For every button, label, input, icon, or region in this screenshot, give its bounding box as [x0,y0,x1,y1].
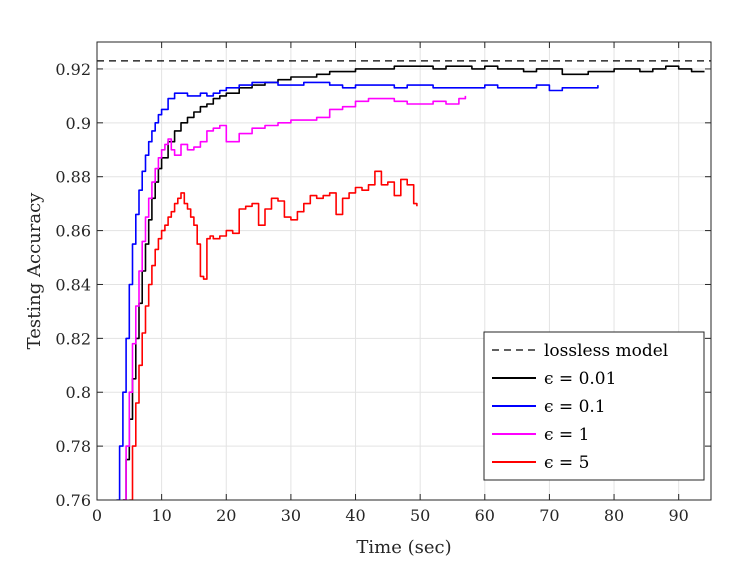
axis-ticks: 0 10 20 30 40 50 60 70 80 90 0.76 0.78 0.8 0.82 0.84 0.… [55,42,711,525]
x-tick-label: 70 [539,506,559,525]
x-axis-label: Time (sec) [356,537,451,558]
y-tick-label: 0.9 [66,114,91,133]
y-tick-label: 0.84 [55,275,91,294]
legend-label: ϵ = 0.01 [544,369,616,389]
y-tick-label: 0.86 [55,222,91,241]
x-tick-label: 90 [669,506,689,525]
y-tick-label: 0.8 [66,383,91,402]
y-tick-label: 0.82 [55,329,91,348]
y-tick-label: 0.88 [55,168,91,187]
x-tick-label: 80 [604,506,624,525]
series-line-2 [116,81,599,500]
series-line-1 [122,65,705,500]
y-tick-label: 0.76 [55,491,91,510]
x-tick-label: 20 [216,506,236,525]
x-tick-label: 40 [345,506,365,525]
x-tick-label: 60 [475,506,495,525]
x-tick-label: 10 [151,506,171,525]
y-tick-label: 0.92 [55,60,91,79]
legend-label: ϵ = 1 [544,425,589,445]
y-axis-label: Testing Accuracy [24,192,45,349]
legend-label: ϵ = 5 [544,453,589,473]
x-tick-label: 30 [281,506,301,525]
series-layer [97,60,711,500]
y-tick-label: 0.78 [55,437,91,456]
legend-label: lossless model [544,341,668,361]
series-line-3 [122,95,467,500]
series-line-4 [129,170,418,500]
legend-label: ϵ = 0.1 [544,397,606,417]
x-tick-label: 0 [92,506,102,525]
plot-frame [96,41,712,501]
legend: lossless model ϵ = 0.01 ϵ = 0.1 ϵ = 1 ϵ = 5 [483,331,705,481]
x-tick-label: 50 [410,506,430,525]
